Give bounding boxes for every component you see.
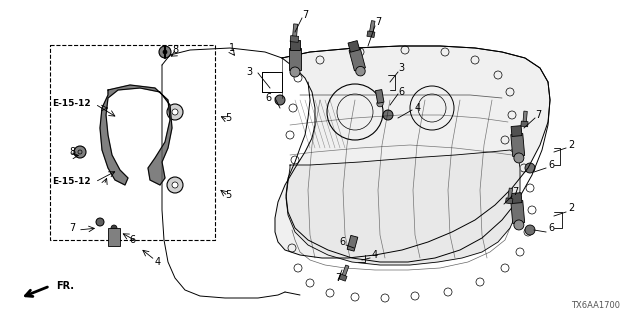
Bar	[369, 20, 375, 34]
Bar	[342, 265, 349, 277]
Text: 7: 7	[375, 17, 381, 27]
Bar	[339, 274, 347, 281]
Circle shape	[525, 225, 535, 235]
Circle shape	[354, 241, 362, 249]
Bar	[508, 188, 513, 200]
Text: 3: 3	[246, 67, 252, 77]
Circle shape	[74, 146, 86, 158]
Bar	[511, 193, 522, 204]
Bar	[349, 48, 365, 71]
Text: 6: 6	[398, 87, 404, 97]
Circle shape	[159, 46, 171, 58]
Bar	[290, 40, 300, 50]
Circle shape	[348, 248, 356, 255]
Text: 7: 7	[302, 10, 308, 20]
Circle shape	[290, 67, 300, 77]
Circle shape	[383, 110, 393, 120]
Bar	[511, 133, 525, 156]
Circle shape	[96, 218, 104, 226]
Circle shape	[525, 163, 535, 173]
Bar	[347, 236, 358, 251]
Text: 2: 2	[568, 140, 574, 150]
Polygon shape	[286, 150, 520, 265]
Circle shape	[514, 153, 524, 163]
Text: E-15-12: E-15-12	[52, 178, 91, 187]
Circle shape	[514, 220, 524, 230]
Bar	[108, 228, 120, 246]
Polygon shape	[100, 85, 172, 185]
Circle shape	[356, 67, 365, 76]
Bar	[376, 90, 384, 103]
Text: 8: 8	[172, 45, 178, 55]
Text: E-15-12: E-15-12	[52, 100, 91, 108]
Text: 4: 4	[155, 257, 161, 267]
Text: 7: 7	[512, 187, 518, 197]
Circle shape	[111, 225, 117, 231]
Text: 7: 7	[535, 110, 541, 120]
Circle shape	[275, 95, 285, 105]
Text: 6: 6	[266, 93, 272, 103]
Bar	[521, 121, 528, 127]
Circle shape	[172, 182, 178, 188]
Circle shape	[167, 104, 183, 120]
Text: 6: 6	[548, 223, 554, 233]
Text: 1: 1	[229, 43, 235, 53]
Text: 4: 4	[372, 250, 378, 260]
Text: 4: 4	[415, 103, 421, 113]
Text: 5: 5	[225, 190, 231, 200]
Bar	[523, 111, 527, 123]
Circle shape	[167, 177, 183, 193]
Text: 3: 3	[398, 63, 404, 73]
Bar	[348, 41, 360, 52]
Text: 5: 5	[225, 113, 231, 123]
Bar	[506, 198, 513, 204]
Bar	[292, 24, 298, 38]
Circle shape	[172, 109, 178, 115]
Polygon shape	[275, 46, 550, 258]
Circle shape	[377, 100, 383, 107]
Bar	[289, 48, 301, 70]
Text: 2: 2	[568, 203, 574, 213]
Text: 7: 7	[69, 223, 75, 233]
Text: 6: 6	[548, 160, 554, 170]
Circle shape	[163, 50, 167, 54]
Bar	[290, 36, 299, 42]
Text: TX6AA1700: TX6AA1700	[571, 301, 620, 310]
Bar	[511, 126, 522, 137]
Text: 7: 7	[335, 273, 341, 283]
Bar	[262, 72, 282, 92]
Bar	[511, 201, 525, 223]
Text: 6: 6	[339, 237, 345, 247]
Bar	[50, 45, 215, 240]
Text: 6: 6	[129, 235, 135, 245]
Bar	[367, 31, 375, 37]
Text: 8: 8	[69, 147, 75, 157]
Text: FR.: FR.	[56, 281, 74, 291]
